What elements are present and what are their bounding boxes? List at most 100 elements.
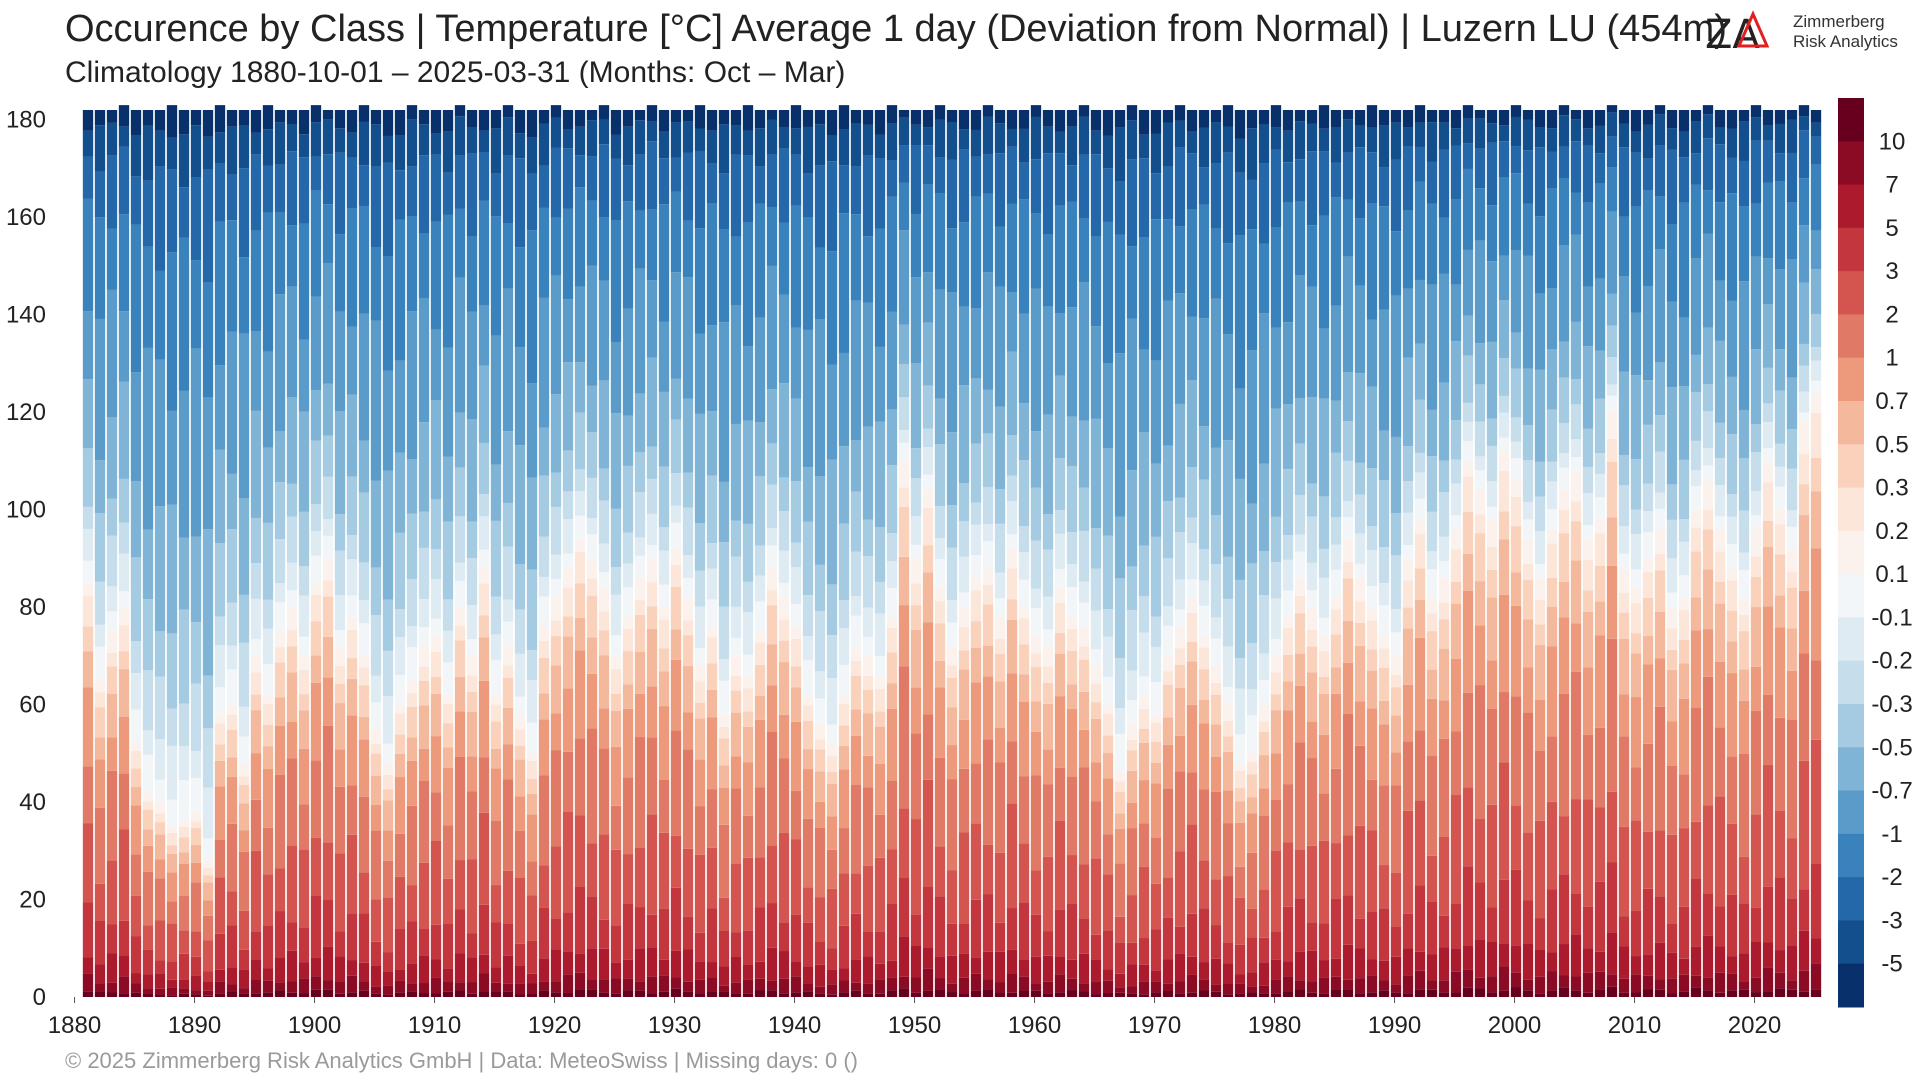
segment-1953-class-0.5 — [946, 707, 958, 746]
segment-1914-class--7 — [478, 110, 490, 131]
segment-1944-class-0.5 — [838, 745, 850, 770]
segment-2018-class--0.2 — [1726, 516, 1738, 545]
segment-1928-class--3 — [646, 141, 658, 209]
segment-1998-class--0.2 — [1486, 481, 1498, 507]
x-tick-label: 2010 — [1608, 1012, 1661, 1039]
segment-1942-class-10 — [814, 993, 826, 997]
segment-1999-class--2 — [1498, 177, 1510, 256]
segment-1958-class-5 — [1006, 949, 1018, 974]
segment-1997-class--0.3 — [1474, 421, 1486, 457]
segment-1942-class--3 — [814, 165, 826, 248]
segment-1938-class--0.1 — [766, 545, 778, 569]
segment-1992-class--0.7 — [1414, 343, 1426, 400]
segment-2018-class--0.1 — [1726, 544, 1738, 569]
segment-1937-class-3 — [754, 907, 766, 962]
segment-1881-class-0.5 — [82, 651, 94, 688]
segment-1904-class--0.5 — [358, 492, 370, 563]
segment-1926-class-3 — [622, 903, 634, 960]
segment-1916-class-2 — [502, 870, 514, 924]
segment-1938-class-0.3 — [766, 605, 778, 645]
segment-1972-class--0.3 — [1174, 532, 1186, 580]
segment-1967-class-2 — [1114, 916, 1126, 943]
bar-1912 — [454, 105, 466, 997]
segment-1936-class-1 — [742, 815, 754, 858]
segment-1963-class-0.2 — [1066, 628, 1078, 651]
segment-1945-class--5 — [850, 123, 862, 167]
segment-1940-class--0.3 — [790, 542, 802, 568]
segment-1882-class-7 — [94, 983, 106, 992]
segment-1903-class--7 — [346, 110, 358, 133]
segment-2003-class-0.5 — [1546, 607, 1558, 647]
segment-1957-class-0.2 — [994, 639, 1006, 655]
segment-1962-class--2 — [1054, 205, 1066, 314]
segment-1914-class-0.5 — [478, 637, 490, 681]
segment-1982-class-0.7 — [1294, 685, 1306, 743]
segment-1990-class--0.1 — [1390, 632, 1402, 656]
segment-1974-class--1 — [1198, 318, 1210, 427]
segment-1897-class-1 — [274, 774, 286, 869]
y-tick-label: 60 — [19, 692, 46, 719]
segment-1885-class-10 — [130, 992, 142, 997]
segment-1979-class-5 — [1258, 962, 1270, 986]
segment-1886-class--0.7 — [142, 529, 154, 600]
segment-1918-class-7 — [526, 983, 538, 994]
bar-1982 — [1294, 110, 1306, 997]
segment-2024-class--7 — [1798, 105, 1810, 117]
segment-1968-class--7 — [1126, 105, 1138, 121]
segment-1893-class--0.5 — [226, 529, 238, 603]
segment-1960-class-3 — [1030, 914, 1042, 957]
segment-2014-class--7 — [1678, 110, 1690, 132]
segment-1957-class--7 — [994, 110, 1006, 124]
segment-1926-class--3 — [622, 165, 634, 202]
segment-1929-class-5 — [658, 959, 670, 976]
segment-1905-class--0.3 — [370, 615, 382, 676]
segment-1976-class--7 — [1222, 105, 1234, 127]
segment-2002-class--3 — [1534, 147, 1546, 217]
segment-1923-class-1 — [586, 728, 598, 844]
segment-1985-class--2 — [1330, 197, 1342, 306]
segment-1951-class--5 — [922, 127, 934, 146]
segment-1956-class-0.1 — [982, 568, 994, 586]
segment-1891-class-0.3 — [202, 875, 214, 883]
segment-1960-class--0.5 — [1030, 487, 1042, 541]
segment-2022-class-2 — [1774, 810, 1786, 878]
segment-1893-class-0.2 — [226, 715, 238, 730]
segment-1991-class--2 — [1402, 210, 1414, 289]
segment-2015-class--2 — [1690, 184, 1702, 258]
segment-1982-class--1 — [1294, 275, 1306, 398]
segment-1958-class--3 — [1006, 146, 1018, 204]
segment-1927-class--0.7 — [634, 393, 646, 453]
segment-1905-class-0.1 — [370, 728, 382, 744]
segment-1895-class--0.2 — [250, 598, 262, 640]
segment-1902-class-0.3 — [334, 683, 346, 704]
segment-1997-class--5 — [1474, 118, 1486, 149]
segment-1985-class--0.3 — [1330, 517, 1342, 545]
bar-1887 — [154, 110, 166, 997]
segment-2011-class-0.7 — [1642, 664, 1654, 744]
segment-1894-class-5 — [238, 969, 250, 989]
segment-1887-class-0.3 — [154, 822, 166, 835]
segment-1946-class--0.3 — [862, 556, 874, 608]
segment-1942-class--0.1 — [814, 698, 826, 725]
segment-1928-class-0.3 — [646, 606, 658, 629]
legend-label--0.3: -0.3 — [1871, 691, 1912, 718]
segment-1976-class--0.5 — [1222, 556, 1234, 599]
segment-1956-class-5 — [982, 951, 994, 980]
segment-1889-class-0.3 — [178, 837, 190, 853]
segment-1962-class--0.5 — [1054, 458, 1066, 511]
bar-2022 — [1774, 110, 1786, 997]
segment-1883-class--1 — [106, 289, 118, 418]
segment-1892-class-0.3 — [214, 744, 226, 761]
segment-1928-class--5 — [646, 121, 658, 142]
segment-2008-class-2 — [1606, 791, 1618, 863]
segment-1941-class--1 — [802, 329, 814, 468]
segment-1994-class-0.5 — [1438, 648, 1450, 701]
segment-1901-class-0.2 — [322, 580, 334, 597]
segment-1996-class--2 — [1462, 168, 1474, 250]
segment-1900-class-0.7 — [310, 682, 322, 761]
segment-1898-class-2 — [286, 845, 298, 923]
segment-1968-class-0.7 — [1126, 803, 1138, 829]
segment-1992-class--2 — [1414, 181, 1426, 280]
segment-1975-class-0.5 — [1210, 724, 1222, 757]
segment-1953-class-10 — [946, 992, 958, 997]
